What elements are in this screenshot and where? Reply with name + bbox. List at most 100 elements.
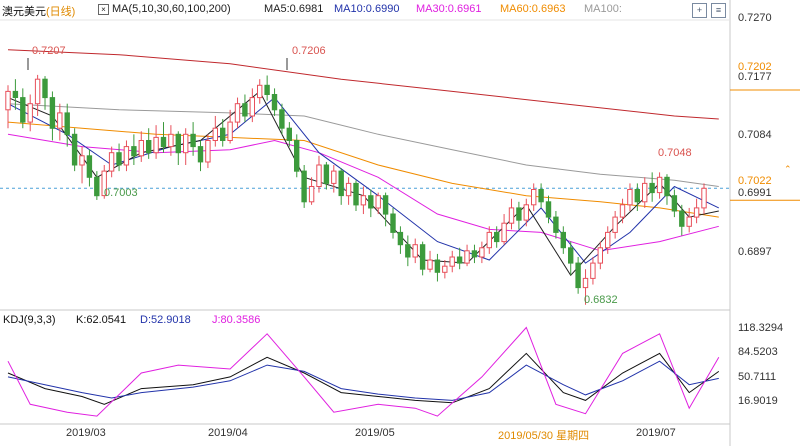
candle-down: [494, 231, 500, 243]
ma5-value: MA5:0.6981: [264, 3, 324, 15]
kdj-tick: 84.5203: [738, 346, 778, 358]
candle-up: [108, 152, 115, 172]
candle-up: [308, 186, 315, 203]
candle-down: [456, 256, 463, 264]
candle-up: [442, 265, 448, 273]
kdj-d-line: [7, 360, 719, 401]
candle-up: [101, 170, 107, 197]
price-tick: 0.6897: [738, 246, 772, 258]
high-annotation: 0.7207: [32, 45, 66, 57]
candle-up: [582, 277, 589, 289]
kdj-tick: 118.3294: [738, 322, 784, 334]
candle-up: [57, 112, 63, 129]
crosshair-date: 2019/05/30 星期四: [498, 430, 590, 442]
candle-down: [538, 189, 544, 203]
candle-down: [12, 90, 19, 99]
candle-down: [419, 244, 426, 270]
candle-up: [5, 90, 11, 111]
candle-up: [138, 140, 145, 157]
kdj-d-value: D:52.9018: [140, 314, 191, 326]
candle-down: [197, 146, 204, 163]
ma100-line: [7, 103, 719, 187]
x-tick: 2019/04: [208, 427, 248, 439]
candle-down: [679, 210, 685, 227]
candle-up: [331, 170, 337, 184]
ma60-value: MA60:0.6963: [500, 3, 566, 15]
candle-down: [553, 216, 559, 233]
candle-down: [64, 112, 70, 135]
ma-label: MA(5,10,30,60,100,200): [112, 3, 231, 15]
ma100-value: MA100:: [584, 3, 622, 15]
candle-down: [160, 136, 167, 148]
candle-down: [175, 133, 182, 154]
x-tick: 2019/05: [355, 427, 395, 439]
candle-down: [294, 140, 300, 172]
kdj-tick: 16.9019: [738, 395, 778, 407]
candle-down: [545, 201, 552, 218]
high-annotation: 0.7206: [292, 45, 326, 57]
candle-down: [405, 244, 411, 258]
current-price-marker: 0.7022: [738, 175, 772, 187]
ma60-line: [7, 121, 719, 218]
candle-down: [86, 155, 93, 178]
candle-down: [649, 182, 655, 194]
candle-up: [627, 189, 633, 206]
ma5-line: [7, 90, 719, 277]
candle-down: [286, 127, 293, 141]
candle-up: [412, 244, 418, 258]
candle-down: [368, 195, 374, 209]
candle-up: [427, 259, 433, 270]
candle-down: [42, 78, 48, 99]
candle-up: [360, 195, 367, 206]
low-annotation: 0.6832: [584, 294, 618, 306]
candle-up: [249, 97, 256, 117]
candle-up: [375, 195, 381, 209]
settings-icon[interactable]: ≡: [711, 3, 726, 18]
candle-down: [279, 109, 285, 129]
add-indicator-icon[interactable]: +: [692, 3, 707, 18]
chart-header: 澳元美元 (日线) × MA(5,10,30,60,100,200) MA5:0…: [0, 0, 720, 20]
candle-down: [242, 103, 248, 117]
candle-up: [34, 78, 41, 105]
candle-down: [20, 97, 26, 123]
kdj-k-line: [7, 352, 720, 405]
candle-up: [205, 140, 211, 163]
price-tick: 0.7084: [738, 129, 772, 141]
ma10-value: MA10:0.6990: [334, 3, 400, 15]
candle-down: [353, 182, 359, 206]
candle-down: [560, 231, 566, 249]
kdj-label[interactable]: KDJ(9,3,3): [3, 314, 56, 326]
candle-down: [94, 176, 100, 197]
candle-up: [464, 250, 470, 264]
candle-down: [264, 84, 270, 96]
candle-down: [146, 140, 152, 154]
candle-down: [382, 195, 389, 215]
high-annotation: 0.7048: [658, 147, 692, 159]
candle-up: [227, 121, 233, 141]
kdj-header: KDJ(9,3,3) K:62.0541 D:52.9018 J:80.3586: [0, 313, 720, 329]
candle-down: [634, 189, 640, 203]
candle-up: [345, 182, 352, 197]
candle-up: [234, 103, 241, 123]
period-label[interactable]: (日线): [46, 6, 76, 18]
candle-up: [656, 176, 663, 194]
candle-up: [523, 204, 529, 221]
candle-up: [316, 164, 322, 187]
kdj-k-value: K:62.0541: [76, 314, 127, 326]
candle-up: [449, 256, 455, 267]
candle-up: [597, 247, 603, 264]
ma200-line: [7, 49, 719, 120]
candle-up: [619, 204, 626, 218]
price-tick: 0.7270: [738, 12, 772, 24]
ma-settings-icon[interactable]: ×: [98, 4, 109, 15]
candle-up: [531, 189, 537, 206]
candle-up: [257, 84, 263, 99]
candle-up: [27, 103, 33, 123]
candle-up: [183, 133, 189, 154]
symbol-title[interactable]: 澳元美元: [2, 6, 46, 18]
candle-down: [323, 164, 330, 184]
candle-up: [693, 207, 700, 218]
candle-down: [338, 170, 344, 197]
x-tick: 2019/03: [66, 427, 106, 439]
